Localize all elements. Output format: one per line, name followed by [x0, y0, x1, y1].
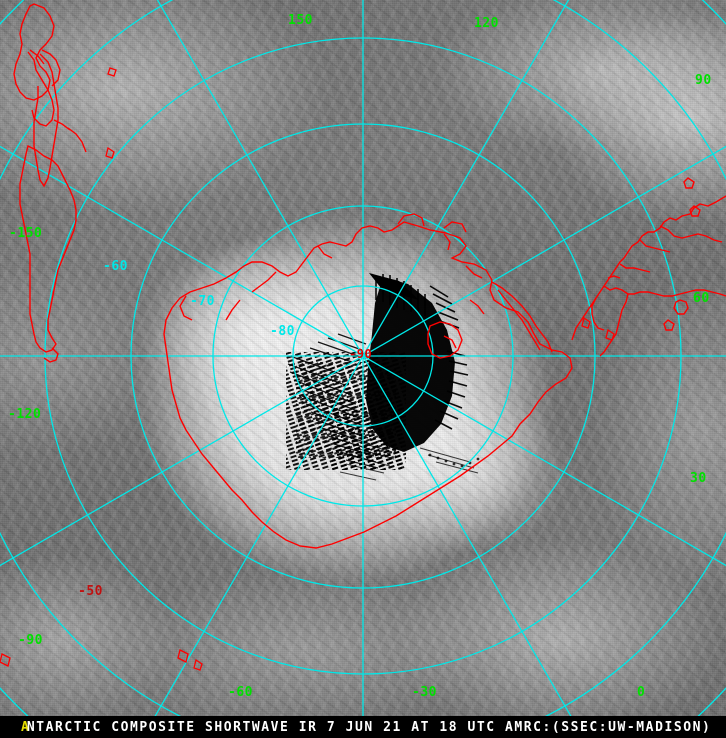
data-dropout-streaks: [286, 273, 480, 481]
map-vector-overlay: [0, 0, 726, 716]
caption-text: NTARCTIC COMPOSITE SHORTWAVE IR 7 JUN 21…: [26, 719, 712, 735]
caption-marker-glyph: A: [21, 719, 29, 735]
longitude-label-30: 30: [690, 471, 707, 486]
south-pole-label: -90: [349, 347, 373, 361]
latitude-label-neg70: -70: [190, 294, 215, 309]
new-zealand: [13, 3, 87, 188]
south-sandwich-islands: [0, 67, 615, 671]
longitude-label-120: 120: [474, 16, 499, 31]
graticule-meridians: [0, 0, 726, 716]
satellite-imagery: 150 120 90 60 30 0 -30 -60 -90 -120 -150…: [0, 0, 726, 716]
latitude-label-neg50: -50: [78, 584, 103, 599]
longitude-label-neg30: -30: [412, 685, 437, 700]
longitude-label-60: 60: [693, 291, 710, 306]
antarctica-coastline: [163, 213, 573, 549]
latitude-label-neg60: -60: [103, 259, 128, 274]
longitude-label-0: 0: [637, 685, 646, 700]
new-zealand-south-island: [19, 144, 77, 363]
longitude-label-neg60: -60: [228, 685, 253, 700]
longitude-label-90: 90: [695, 73, 712, 88]
longitude-label-neg150: -150: [9, 226, 43, 241]
tierra-del-fuego: [571, 177, 726, 357]
longitude-label-neg120: -120: [8, 407, 42, 422]
caption-bar: A NTARCTIC COMPOSITE SHORTWAVE IR 7 JUN …: [0, 716, 726, 738]
latitude-label-neg80: -80: [270, 324, 295, 339]
longitude-label-150: 150: [288, 13, 313, 28]
longitude-label-neg90: -90: [18, 633, 43, 648]
antarctic-peninsula: [427, 281, 553, 359]
